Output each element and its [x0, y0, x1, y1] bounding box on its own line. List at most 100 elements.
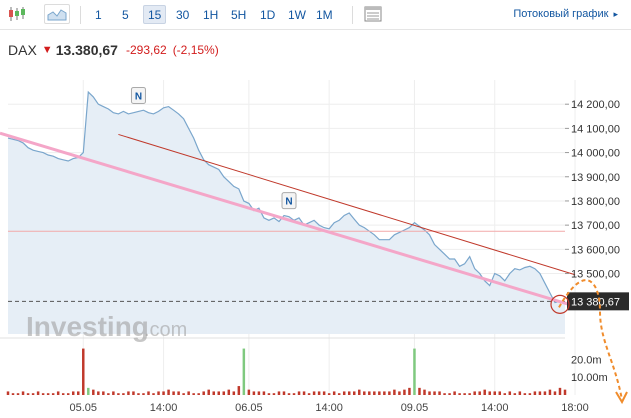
- price-chart[interactable]: N N Investing .com 14 200,00 14 100,00 14 000,…: [0, 72, 631, 418]
- volume-bar: [488, 391, 491, 395]
- volume-bar: [327, 393, 331, 395]
- price-change: -293,62: [125, 43, 167, 57]
- volume-bar: [182, 393, 185, 395]
- interval-button-1m[interactable]: 1M: [316, 7, 333, 22]
- volume-bar: [533, 391, 537, 395]
- volume-bar: [408, 387, 411, 395]
- volume-bar: [553, 391, 557, 395]
- volume-bar: [26, 393, 30, 395]
- news-marker-badge[interactable]: [130, 86, 146, 104]
- volume-bar: [267, 393, 271, 395]
- volume-bar: [31, 393, 35, 395]
- volume-bar: [107, 393, 110, 395]
- y-tick-label: 14 100,00: [571, 123, 620, 135]
- interval-button-1d[interactable]: 1D: [260, 7, 276, 22]
- volume-bar: [237, 386, 241, 395]
- interval-button-15[interactable]: 15: [143, 5, 167, 24]
- volume-bar: [528, 393, 532, 395]
- volume-bar: [378, 391, 381, 395]
- x-tick-label: 14:00: [481, 402, 509, 414]
- volume-bar: [458, 393, 461, 395]
- y-tick-label: 13 700,00: [571, 220, 620, 232]
- volume-bar: [97, 391, 100, 395]
- y-tick-label: 13 500,00: [571, 269, 620, 281]
- volume-bar: [252, 391, 256, 395]
- trendline-red: [118, 133, 576, 276]
- interval-button-30[interactable]: 30: [176, 7, 190, 22]
- volume-bar: [102, 391, 105, 395]
- volume-bar: [6, 391, 10, 395]
- x-tick-label: 06.05: [235, 402, 263, 414]
- interval-button-1w[interactable]: 1W: [288, 7, 306, 22]
- volume-bar: [307, 393, 311, 395]
- volume-bar: [388, 391, 391, 395]
- volume-bar: [127, 391, 130, 395]
- x-tick-label: 09.05: [401, 402, 429, 414]
- stream-chart-link[interactable]: Потоковый график ▸: [513, 8, 618, 20]
- volume-bar: [172, 391, 175, 395]
- down-arrow-icon: ▼: [41, 44, 53, 56]
- volume-bar: [207, 389, 210, 395]
- interval-button-5h[interactable]: 5H: [231, 7, 247, 22]
- chart-canvas[interactable]: N N Investing.com 14 200,00 14 100,00 14 000,…: [0, 72, 631, 418]
- news-marker-badge[interactable]: [281, 192, 297, 210]
- investing-watermark: Investing: [26, 311, 149, 342]
- volume-bar: [187, 391, 190, 395]
- interval-button-1[interactable]: 1: [95, 7, 102, 22]
- volume-bar: [352, 391, 356, 395]
- volume-tick-label: 20.0m: [571, 354, 602, 366]
- volume-bar: [71, 391, 75, 395]
- volume-tick-label: 10.00m: [571, 372, 608, 384]
- price-change-percent: (-2,15%): [172, 43, 219, 57]
- volume-bar: [41, 393, 45, 395]
- area-chart-icon[interactable]: [44, 4, 70, 24]
- volume-bar: [137, 393, 140, 395]
- y-tick-label: 13 600,00: [571, 244, 620, 256]
- volume-bar: [543, 391, 547, 395]
- volume-bar: [423, 389, 426, 395]
- last-point-circle: [550, 294, 570, 314]
- volume-bar: [347, 391, 351, 395]
- volume-bar: [202, 391, 205, 395]
- candlestick-icon[interactable]: [6, 4, 28, 24]
- volume-bar: [418, 387, 421, 395]
- volume-bar: [87, 387, 90, 395]
- volume-bar: [473, 391, 476, 395]
- forecast-arrow-path: [558, 279, 623, 401]
- volume-bar: [448, 393, 451, 395]
- volume-bar: [443, 393, 446, 395]
- volume-bar: [197, 393, 200, 395]
- volume-bar: [56, 391, 60, 395]
- volume-bar: [538, 391, 542, 395]
- volume-bar: [332, 391, 336, 395]
- volume-bar: [192, 393, 195, 395]
- volume-bar: [468, 393, 471, 395]
- volume-bar: [61, 393, 65, 395]
- investing-watermark-suffix: .com: [144, 319, 187, 341]
- volume-bar: [513, 393, 517, 395]
- table-icon[interactable]: [362, 4, 384, 24]
- instrument-name: DAX: [8, 42, 37, 58]
- volume-bar: [297, 391, 301, 395]
- volume-bar: [262, 391, 266, 395]
- forecast-arrow-head: [615, 391, 628, 405]
- volume-bar: [157, 391, 160, 395]
- volume-bar: [428, 391, 431, 395]
- volume-bar: [142, 393, 145, 395]
- y-tick-label: 13 900,00: [571, 172, 620, 184]
- interval-button-5[interactable]: 5: [122, 7, 129, 22]
- volume-bar: [147, 391, 150, 395]
- volume-bar: [503, 393, 507, 395]
- volume-bar: [368, 391, 371, 395]
- volume-bar: [51, 393, 55, 395]
- interval-button-1h[interactable]: 1H: [203, 7, 219, 22]
- volume-bar: [342, 391, 346, 395]
- volume-bar: [247, 389, 251, 395]
- volume-bar: [398, 391, 401, 395]
- current-price-label: 13 380,67: [571, 296, 620, 308]
- toolbar-separator: [352, 6, 353, 24]
- volume-bar: [493, 391, 496, 395]
- volume-bar: [312, 391, 316, 395]
- news-marker-label: N: [285, 197, 292, 208]
- volume-bar: [66, 393, 70, 395]
